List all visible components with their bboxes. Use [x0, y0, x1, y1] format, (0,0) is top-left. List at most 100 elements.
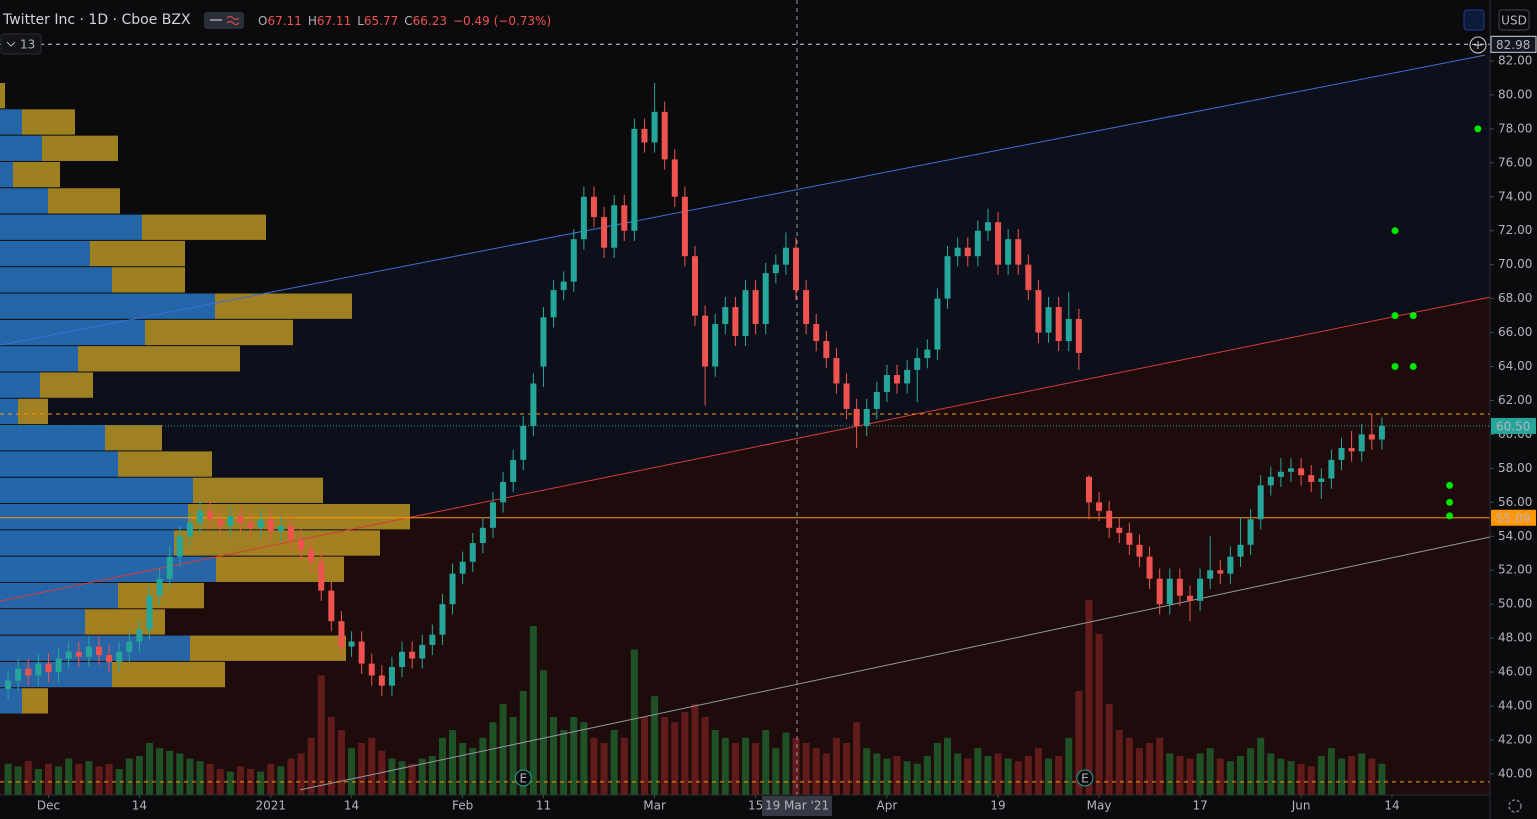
- candle-body: [308, 549, 315, 562]
- candle-body: [964, 247, 971, 257]
- volume-bar: [883, 758, 891, 795]
- candle-body: [358, 641, 365, 664]
- signal-dot: [1409, 312, 1417, 320]
- volume-bar: [721, 737, 729, 795]
- candle-body: [146, 595, 153, 630]
- volume-bar: [125, 758, 133, 795]
- signal-dot: [1391, 227, 1399, 235]
- volume-bar: [1267, 753, 1275, 795]
- volume-bar: [115, 769, 123, 795]
- candle-body: [1156, 578, 1163, 605]
- profile-up: [0, 425, 105, 451]
- profile-up: [0, 214, 142, 240]
- candle-body: [419, 644, 426, 659]
- chevron: [6, 41, 16, 47]
- add-button[interactable]: [1469, 36, 1487, 54]
- volume-bar: [24, 761, 32, 795]
- candle-body: [1368, 434, 1375, 440]
- x-tick-label: 14: [132, 799, 147, 813]
- volume-bar: [570, 717, 578, 795]
- profile-down: [145, 319, 293, 346]
- currency-button[interactable]: [1498, 9, 1530, 31]
- volume-bar: [802, 743, 810, 795]
- y-tick-label: 56.00: [1498, 495, 1532, 509]
- volume-bar: [691, 704, 699, 795]
- candle-body: [1227, 556, 1234, 574]
- candle-body: [1197, 578, 1204, 601]
- candle-body: [702, 315, 709, 367]
- profile-up: [0, 504, 188, 530]
- candle-body: [540, 317, 547, 367]
- candle-body: [277, 526, 284, 532]
- compare-button[interactable]: [204, 12, 244, 29]
- volume-bar: [287, 758, 295, 795]
- profile-down: [42, 135, 118, 161]
- volume-bar: [1146, 743, 1154, 795]
- candle-body: [75, 651, 82, 657]
- candle-body: [904, 369, 911, 384]
- volume-bar: [711, 730, 719, 795]
- volume-bar: [105, 763, 113, 795]
- candle-body: [207, 510, 214, 520]
- candle-body: [742, 290, 749, 336]
- candle-body: [15, 668, 22, 681]
- profile-up: [0, 188, 48, 214]
- volume-bar: [610, 730, 618, 795]
- volume-bar: [832, 737, 840, 795]
- candle-body: [237, 515, 244, 523]
- volume-bar: [236, 766, 244, 795]
- candle-body: [388, 666, 395, 686]
- volume-bar: [388, 758, 396, 795]
- y-tick-label: 68.00: [1498, 291, 1532, 305]
- candle-body: [843, 383, 850, 409]
- candle-body: [459, 561, 466, 574]
- signal-dot: [1409, 363, 1417, 371]
- volume-bar: [428, 756, 436, 795]
- candle-body: [762, 273, 769, 325]
- candle-body: [1085, 476, 1092, 503]
- volume-bar: [297, 753, 305, 795]
- profile-up: [0, 346, 78, 372]
- candle-body: [257, 519, 264, 528]
- volume-bar: [65, 758, 73, 795]
- candle-body: [944, 256, 951, 299]
- candle-body: [197, 510, 204, 523]
- indicator-toggle[interactable]: [0, 33, 42, 55]
- crosshair-label-bg: [762, 796, 833, 816]
- candle-body: [318, 561, 325, 591]
- profile-up: [0, 609, 85, 635]
- volume-bar: [1065, 737, 1073, 795]
- volume-bar: [85, 761, 93, 795]
- profile-down: [190, 635, 346, 661]
- layout-button[interactable]: [1463, 9, 1485, 31]
- volume-bar: [1317, 756, 1325, 795]
- candle-body: [45, 663, 52, 673]
- volume-bar: [944, 737, 952, 795]
- profile-up: [0, 688, 22, 714]
- candle-body: [1116, 527, 1123, 533]
- volume-bar: [348, 748, 356, 795]
- change: −0.49 (−0.73%): [453, 14, 551, 28]
- signal-dot: [1446, 498, 1454, 506]
- volume-bar: [1125, 737, 1133, 795]
- indicator-count: 13: [20, 38, 35, 52]
- volume-bar: [489, 722, 497, 795]
- y-tick-label: 72.00: [1498, 223, 1532, 237]
- candle-body: [328, 590, 335, 622]
- volume-bar: [539, 670, 547, 795]
- ohlc-key: C: [404, 14, 412, 28]
- candle-body: [691, 256, 698, 316]
- x-tick-label: Feb: [452, 799, 473, 813]
- candle-body: [65, 651, 72, 659]
- candle-body: [712, 324, 719, 367]
- volume-bar: [176, 753, 184, 795]
- profile-down: [48, 188, 120, 214]
- volume-bar: [418, 758, 426, 795]
- volume-bar: [1034, 748, 1042, 795]
- settings-button[interactable]: [1508, 799, 1522, 813]
- volume-bar: [317, 675, 325, 795]
- profile-up: [0, 530, 174, 556]
- price-label: 60.50: [1496, 419, 1530, 433]
- volume-bar: [166, 750, 174, 795]
- candle-body: [55, 658, 62, 673]
